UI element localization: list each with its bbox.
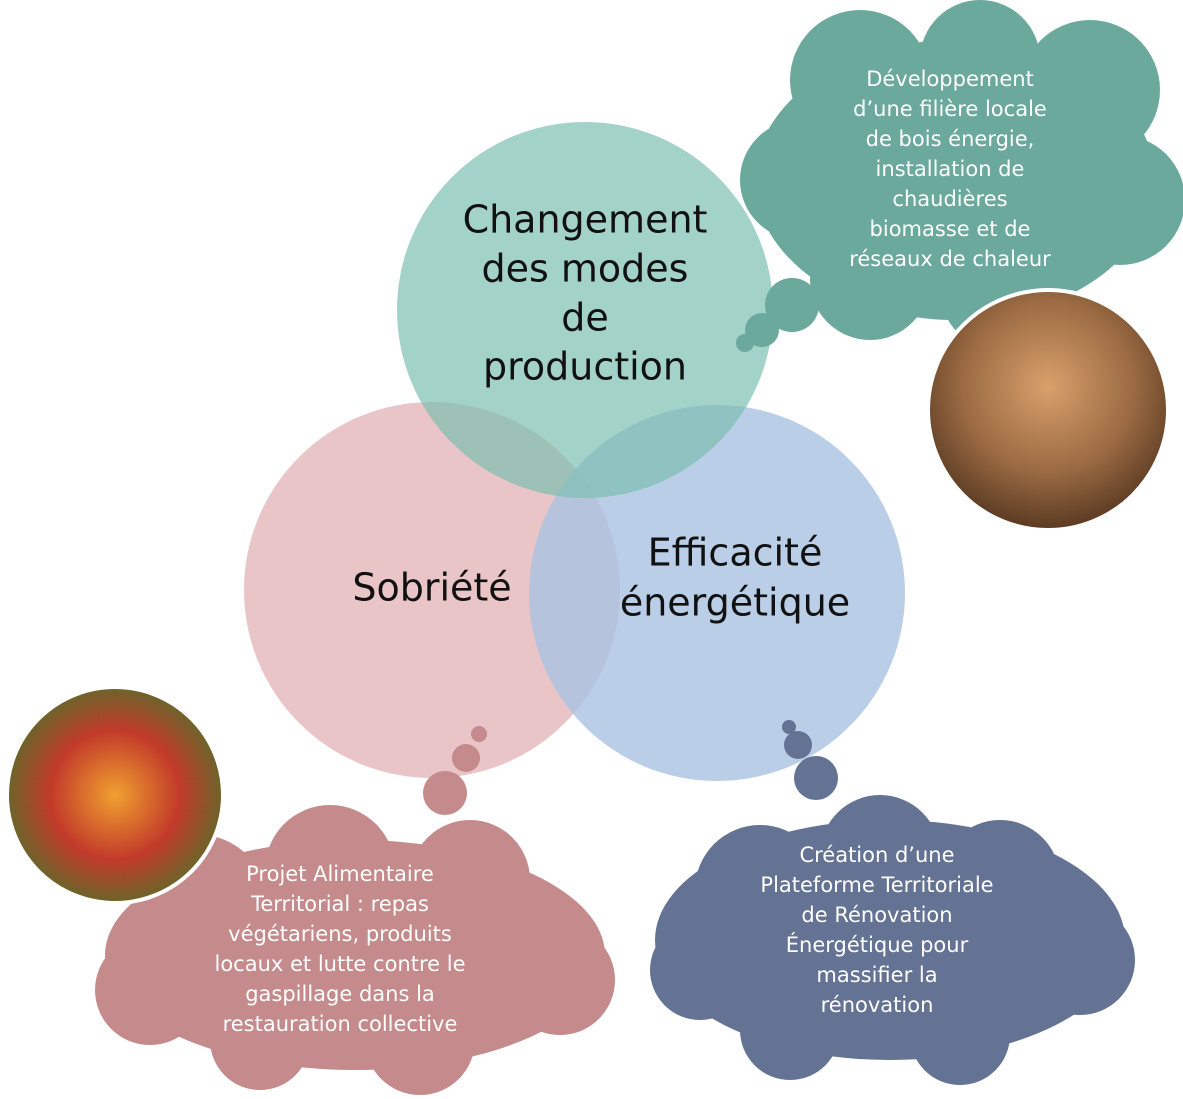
circle-sobriete	[244, 402, 620, 778]
cloud-text: végétariens, produits	[228, 922, 452, 946]
circle-label: production	[483, 345, 687, 389]
circle-efficacite	[529, 405, 905, 781]
cloud-bois	[736, 0, 1183, 352]
cloud-text: chaudières	[892, 187, 1007, 211]
cloud-text: locaux et lutte contre le	[214, 952, 465, 976]
cloud-text: Projet Alimentaire	[246, 862, 434, 886]
cloud-text: réseaux de chaleur	[849, 247, 1051, 271]
cloud-text: Développement	[866, 67, 1034, 91]
cloud-text: de bois énergie,	[866, 127, 1035, 151]
circle-label: de	[561, 296, 609, 340]
circle-label: Changement	[463, 198, 708, 242]
cloud-text: d’une filière locale	[853, 97, 1047, 121]
cloud-text: rénovation	[821, 993, 934, 1017]
cloud-text: Plateforme Territoriale	[760, 873, 993, 897]
cloud-text: restauration collective	[223, 1012, 458, 1036]
cloud-text: Création d’une	[799, 843, 954, 867]
cloud-renovation	[650, 720, 1135, 1085]
photo-vegetables	[5, 685, 225, 905]
cloud-text: massifier la	[816, 963, 937, 987]
cloud-text: gaspillage dans la	[245, 982, 435, 1006]
circle-label: Efficacité	[648, 531, 823, 575]
circle-label: énergétique	[620, 581, 850, 625]
circle-label: Sobriété	[352, 566, 511, 610]
cloud-text: biomasse et de	[870, 217, 1031, 241]
circle-changement	[397, 122, 773, 498]
cloud-text: installation de	[876, 157, 1025, 181]
cloud-alimentaire	[95, 726, 615, 1095]
photo-pellets	[926, 288, 1170, 532]
cloud-text: de Rénovation	[801, 903, 952, 927]
cloud-text: Territorial : repas	[250, 892, 429, 916]
cloud-text: Énergétique pour	[786, 932, 969, 957]
circle-label: des modes	[482, 247, 689, 291]
